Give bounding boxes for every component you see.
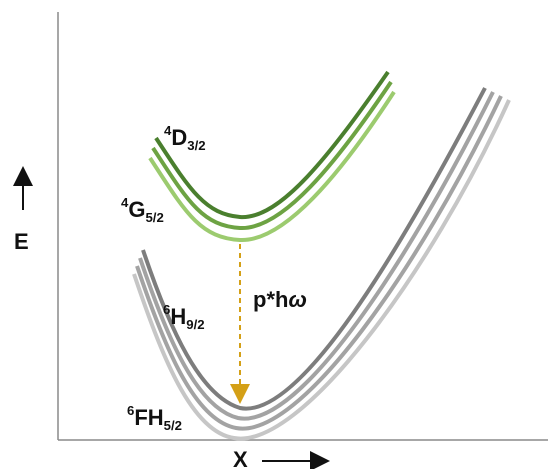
- state-label-6FH52: 6FH5/2: [127, 403, 183, 433]
- ground-curve-4: [132, 99, 511, 441]
- ground-curve-1: [141, 87, 487, 411]
- state-label-6H92: 6H9/2: [163, 302, 205, 332]
- ground-curve-2: [138, 91, 495, 421]
- energy-axis-label: E: [14, 229, 29, 254]
- excited-curve-1: [154, 70, 390, 220]
- ground-curve-3: [135, 95, 503, 431]
- excited-curve-2: [151, 80, 393, 231]
- excited-curve-3: [148, 90, 396, 243]
- position-axis-label: X: [233, 447, 248, 472]
- phonon-energy-label: p*hω: [253, 287, 307, 312]
- state-label-4D32: 4D3/2: [164, 123, 206, 153]
- state-label-4G52: 4G5/2: [121, 195, 164, 225]
